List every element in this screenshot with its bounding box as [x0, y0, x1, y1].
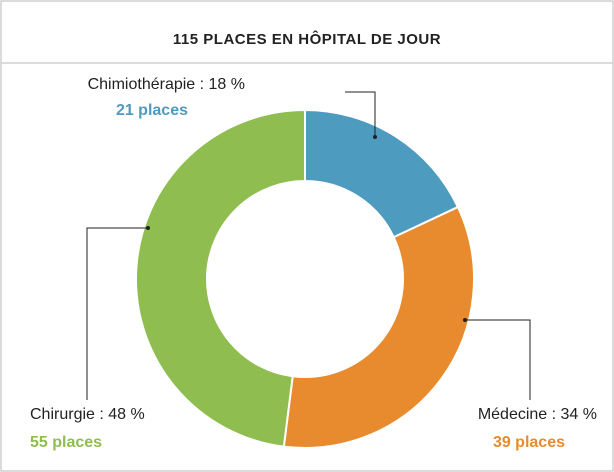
donut-slice — [135, 108, 306, 448]
leader-dot — [463, 318, 467, 322]
slice-sublabel: 21 places — [116, 102, 188, 119]
leader-line — [345, 91, 376, 137]
leader-line — [465, 319, 531, 400]
slice-label: Chimiothérapie : 18 % — [88, 76, 245, 93]
leader-dot — [146, 226, 150, 230]
leader-dot — [373, 135, 377, 139]
slice-sublabel: 55 places — [30, 434, 102, 451]
leader-line — [86, 227, 148, 400]
slice-sublabel: 39 places — [493, 434, 565, 451]
chart-title: 115 PLACES EN HÔPITAL DE JOUR — [173, 30, 441, 48]
slice-label: Médecine : 34 % — [478, 406, 597, 423]
donut-slice — [282, 205, 475, 449]
slice-label: Chirurgie : 48 % — [30, 406, 145, 423]
